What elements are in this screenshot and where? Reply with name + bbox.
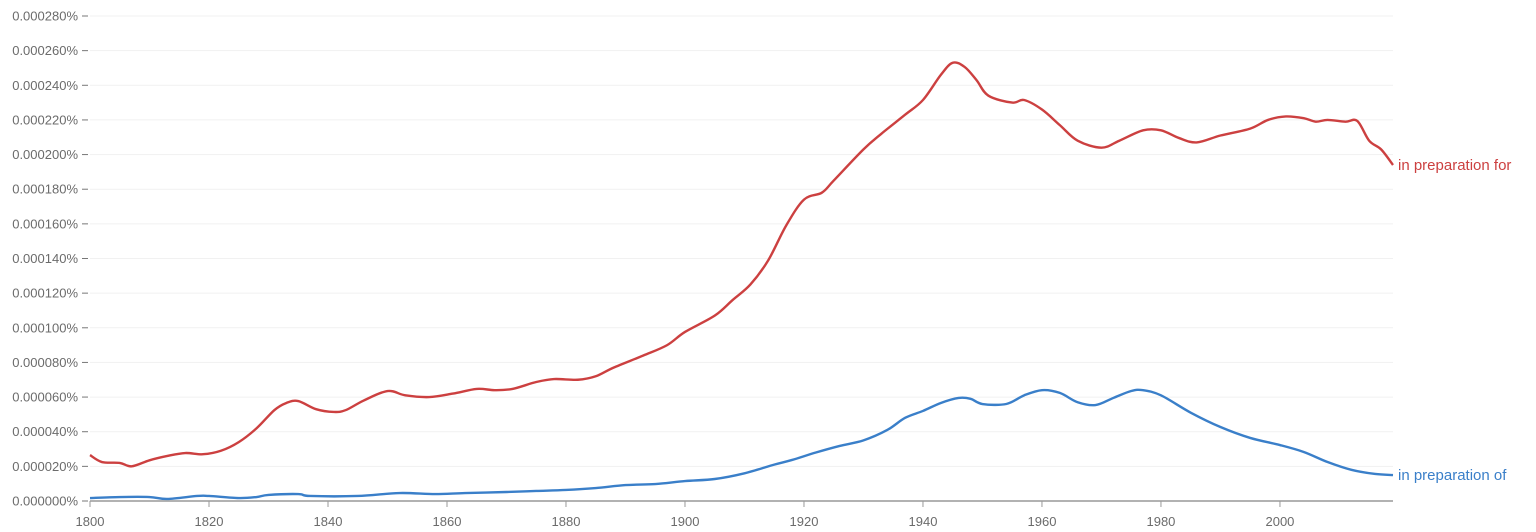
y-tick-label: 0.000060% xyxy=(12,390,78,405)
y-tick-label: 0.000240% xyxy=(12,78,78,93)
x-tick-label: 1900 xyxy=(671,514,700,529)
y-tick-label: 0.000280% xyxy=(12,9,78,24)
y-tick-label: 0.000000% xyxy=(12,494,78,509)
x-tick-label: 1820 xyxy=(195,514,224,529)
y-tick-label: 0.000080% xyxy=(12,355,78,370)
series-labels: in preparation for in preparation of xyxy=(1398,157,1511,484)
y-tick-label: 0.000140% xyxy=(12,251,78,266)
series-lines xyxy=(89,61,1394,501)
x-axis: 1800 1820 1840 1860 1880 1900 1920 1940 1960 1980… xyxy=(76,500,1393,529)
y-tick-label: 0.000160% xyxy=(12,216,78,231)
x-tick-label: 1800 xyxy=(76,514,105,529)
y-tick-label: 0.000200% xyxy=(12,147,78,162)
x-tick-label: 1880 xyxy=(552,514,581,529)
y-tick-label: 0.000020% xyxy=(12,459,78,474)
x-tick-label: 1980 xyxy=(1146,514,1175,529)
x-tick-label: 2000 xyxy=(1265,514,1294,529)
y-tick-label: 0.000260% xyxy=(12,43,78,58)
y-tick-label: 0.000120% xyxy=(12,286,78,301)
y-tick-label: 0.000040% xyxy=(12,424,78,439)
x-tick-label: 1920 xyxy=(790,514,819,529)
y-tick-label: 0.000220% xyxy=(12,112,78,127)
gridlines xyxy=(90,15,1393,467)
x-tick-label: 1840 xyxy=(314,514,343,529)
y-tick-label: 0.000100% xyxy=(12,320,78,335)
series-line xyxy=(89,61,1394,468)
x-tick-label: 1960 xyxy=(1028,514,1057,529)
series-label: in preparation for xyxy=(1398,157,1511,174)
series-label: in preparation of xyxy=(1398,467,1507,484)
x-tick-label: 1860 xyxy=(433,514,462,529)
series-line xyxy=(89,388,1394,501)
y-tick-label: 0.000180% xyxy=(12,182,78,197)
y-axis: 0.000000% 0.000020% 0.000040% 0.000060% 0.00… xyxy=(12,9,88,509)
x-tick-label: 1940 xyxy=(909,514,938,529)
